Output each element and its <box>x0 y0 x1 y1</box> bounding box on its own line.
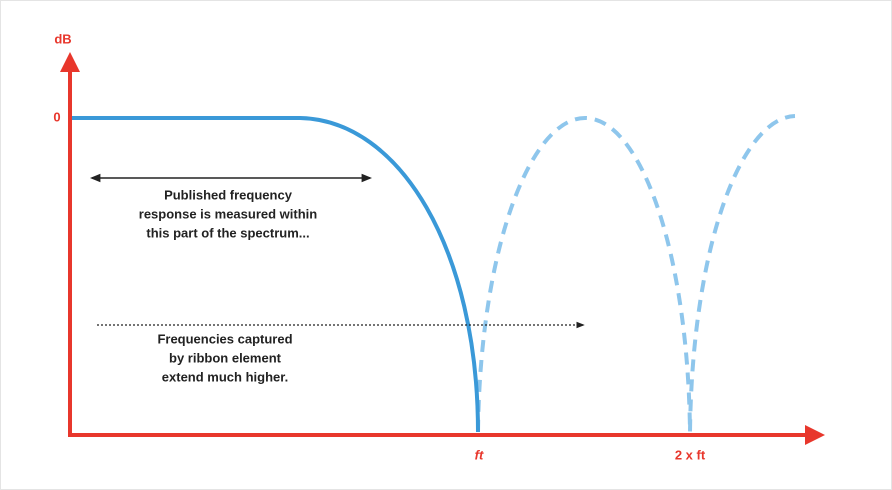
x-label: ft <box>475 447 484 462</box>
zero-label: 0 <box>53 109 60 124</box>
annotation-line: Frequencies captured <box>157 331 292 346</box>
annotation-line: extend much higher. <box>162 369 288 384</box>
annotation-line: this part of the spectrum... <box>146 225 309 240</box>
response-curve <box>72 116 480 433</box>
y-axis-label: dB <box>54 31 71 46</box>
annotation-line: response is measured within <box>139 206 318 221</box>
annotation-line: by ribbon element <box>169 350 282 365</box>
alias-curve <box>476 114 796 433</box>
x-label: 2 x ft <box>675 447 706 462</box>
annotation-line: Published frequency <box>164 187 293 202</box>
